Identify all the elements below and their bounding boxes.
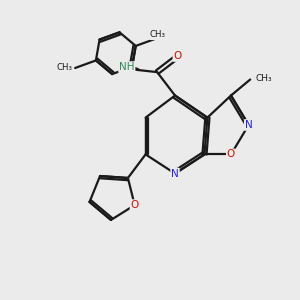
Text: CH₃: CH₃	[150, 30, 166, 39]
Text: O: O	[173, 51, 182, 61]
Text: O: O	[130, 200, 139, 210]
Text: CH₃: CH₃	[256, 74, 272, 82]
Text: NH: NH	[119, 62, 135, 72]
Text: N: N	[171, 169, 179, 178]
Text: CH₃: CH₃	[57, 64, 73, 73]
Text: N: N	[245, 120, 253, 130]
Text: O: O	[227, 149, 235, 159]
